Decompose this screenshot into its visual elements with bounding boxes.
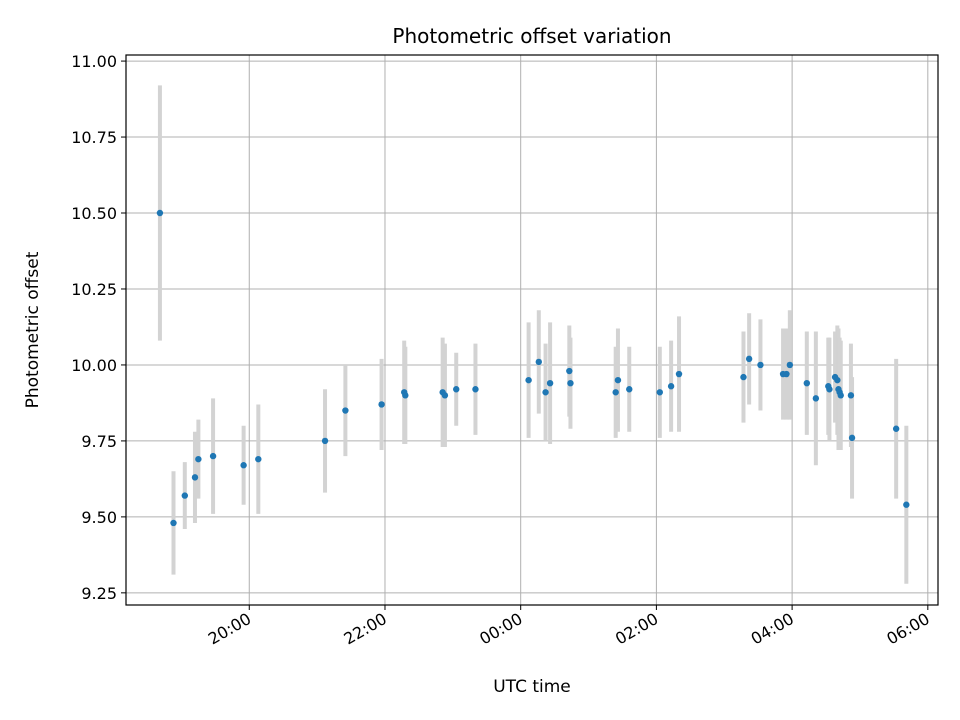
data-point <box>321 437 329 445</box>
y-tick-label: 10.75 <box>71 128 117 147</box>
data-point <box>567 379 574 387</box>
data-points <box>156 209 910 527</box>
data-point <box>542 389 549 396</box>
y-tick-label: 9.25 <box>81 584 117 603</box>
y-tick-label: 10.25 <box>71 280 117 299</box>
y-tick-label: 9.50 <box>81 508 117 527</box>
plot-frame <box>125 54 939 606</box>
data-point <box>786 361 794 369</box>
data-point <box>745 355 753 363</box>
data-point <box>453 386 460 393</box>
y-tick-label: 10.50 <box>71 204 117 223</box>
data-point <box>783 370 790 378</box>
data-point <box>342 407 349 414</box>
data-point <box>834 376 841 384</box>
data-point <box>566 367 573 375</box>
data-point <box>535 358 542 366</box>
data-point <box>757 361 764 369</box>
data-point <box>546 379 554 387</box>
data-point <box>740 373 747 381</box>
data-point <box>156 209 164 217</box>
data-point <box>525 376 532 384</box>
data-point <box>612 389 619 396</box>
y-tick-label: 10.00 <box>71 356 117 375</box>
y-tick-label: 9.75 <box>81 432 117 451</box>
data-point <box>675 370 683 378</box>
data-point <box>847 392 855 399</box>
data-point <box>170 519 177 527</box>
data-point <box>626 386 633 393</box>
x-axis-title: UTC time <box>493 677 571 697</box>
chart-title: Photometric offset variation <box>392 24 671 48</box>
y-axis-title: Photometric offset <box>23 251 43 408</box>
data-point <box>614 376 622 384</box>
grid-lines <box>126 55 938 605</box>
y-axis-ticks: 9.25 9.50 9.75 10.00 10.25 10.50 10.75 11.00 <box>71 52 126 603</box>
data-point <box>209 452 217 460</box>
data-point <box>240 462 247 469</box>
data-point <box>195 455 202 463</box>
data-point <box>378 401 385 408</box>
data-point <box>402 392 409 399</box>
data-point <box>191 474 199 481</box>
data-point <box>826 386 833 393</box>
data-point <box>441 392 449 399</box>
data-point <box>181 492 189 499</box>
data-point <box>255 455 262 463</box>
data-point <box>903 501 910 508</box>
data-point <box>837 392 844 399</box>
data-point <box>803 379 811 387</box>
data-point <box>812 395 820 402</box>
data-point <box>472 386 479 393</box>
y-tick-label: 11.00 <box>71 52 117 71</box>
data-point <box>656 389 663 396</box>
data-point <box>667 383 675 390</box>
data-point <box>892 425 900 432</box>
data-point <box>848 434 856 442</box>
